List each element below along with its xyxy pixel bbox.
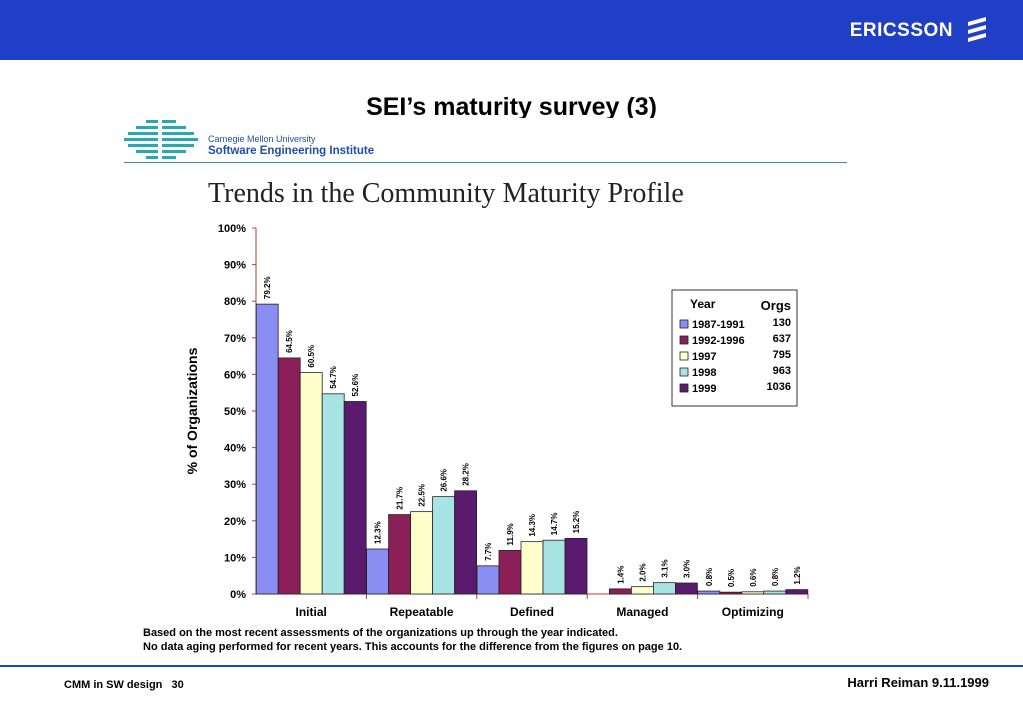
y-tick-label: 30% — [224, 479, 246, 491]
category-label-initial: Initial — [296, 605, 327, 619]
university-name: Carnegie Mellon University — [208, 134, 316, 144]
data-label: 79.2% — [263, 276, 272, 299]
data-label: 26.6% — [440, 469, 449, 492]
y-tick-label: 0% — [230, 589, 246, 601]
legend-entry: 1992-1996 — [692, 335, 745, 347]
y-tick-label: 40% — [224, 443, 246, 455]
footnote-line-1: Based on the most recent assessments of … — [143, 627, 618, 639]
bar-initial-1999 — [343, 401, 367, 595]
bar-optimizing-1997 — [741, 591, 765, 595]
data-label: 21.7% — [396, 487, 405, 510]
data-label: 52.6% — [351, 374, 360, 397]
data-label: 0.8% — [705, 568, 714, 586]
data-label: 0.5% — [727, 569, 736, 587]
bar-initial-1992-1996 — [277, 357, 301, 595]
data-label: 1.2% — [793, 566, 802, 584]
data-label: 14.3% — [528, 514, 537, 537]
legend-swatch — [679, 367, 689, 377]
legend-orgs: 1036 — [767, 381, 791, 393]
bar-managed-1999 — [675, 582, 698, 595]
footer-divider — [0, 665, 1023, 667]
bar-managed-1998 — [653, 582, 676, 595]
footnote-line-2: No data aging performed for recent years… — [143, 641, 683, 653]
bar-initial-1998 — [321, 393, 345, 595]
legend-box — [671, 289, 798, 407]
data-label: 3.1% — [660, 559, 669, 577]
data-label: 28.2% — [462, 463, 471, 486]
legend-swatch — [679, 351, 689, 361]
ericsson-logo-icon — [968, 17, 986, 42]
bar-repeatable-1998 — [432, 496, 456, 595]
slide-title: SEI’s maturity survey (3) — [366, 93, 657, 118]
legend-orgs: 637 — [773, 333, 791, 345]
data-label: 2.0% — [638, 563, 647, 581]
category-label-managed: Managed — [616, 605, 668, 619]
bar-repeatable-1992-1996 — [388, 514, 412, 595]
legend-swatch — [679, 319, 689, 329]
data-label: 0.8% — [771, 568, 780, 586]
bar-defined-1992-1996 — [498, 550, 522, 595]
y-tick-label: 50% — [224, 406, 246, 418]
bar-managed-1997 — [631, 586, 654, 595]
data-label: 60.5% — [307, 345, 316, 368]
bar-optimizing-1992-1996 — [719, 591, 743, 595]
bar-optimizing-1999 — [785, 589, 809, 595]
bar-optimizing-1987-1991 — [697, 590, 721, 595]
legend-swatch — [679, 383, 689, 393]
data-label: 1.4% — [616, 566, 625, 584]
y-tick-label: 90% — [224, 260, 246, 272]
bar-initial-1987-1991 — [255, 303, 279, 595]
data-label: 0.6% — [749, 569, 758, 587]
data-label: 3.0% — [682, 560, 691, 578]
chart-title: Trends in the Community Maturity Profile — [208, 178, 684, 209]
data-label: 14.7% — [550, 513, 559, 536]
legend-entry: 1987-1991 — [692, 319, 745, 331]
legend-entry: 1998 — [692, 367, 716, 379]
y-tick-label: 60% — [224, 369, 246, 381]
y-tick-label: 10% — [224, 552, 246, 564]
legend-year-header: Year — [690, 297, 716, 311]
data-label: 64.5% — [285, 330, 294, 353]
bar-defined-1997 — [520, 541, 544, 595]
bar-repeatable-1997 — [410, 511, 434, 595]
category-label-optimizing: Optimizing — [722, 605, 784, 619]
y-tick-label: 100% — [218, 223, 246, 235]
data-label: 12.3% — [374, 521, 383, 544]
brand-name: ERICSSON — [849, 20, 953, 41]
bar-repeatable-1999 — [454, 490, 478, 595]
legend-entry: 1997 — [692, 351, 716, 363]
category-label-defined: Defined — [510, 605, 554, 619]
bar-repeatable-1987-1991 — [366, 548, 390, 595]
data-label: 7.7% — [484, 543, 493, 561]
legend-orgs: 795 — [773, 349, 791, 361]
legend-swatch — [679, 335, 689, 345]
bar-defined-1998 — [542, 539, 566, 595]
footer-right: Harri Reiman 9.11.1999 — [847, 675, 989, 690]
y-tick-label: 70% — [224, 333, 246, 345]
sei-divider — [124, 162, 847, 163]
data-label: 54.7% — [329, 366, 338, 389]
bar-managed-1992-1996 — [609, 588, 632, 595]
bar-optimizing-1998 — [763, 590, 787, 595]
data-label: 22.5% — [418, 484, 427, 507]
legend-orgs-header: Orgs — [761, 298, 791, 313]
data-label: 15.2% — [572, 511, 581, 534]
legend-orgs: 963 — [773, 365, 791, 377]
data-label: 11.9% — [506, 523, 515, 545]
y-tick-label: 20% — [224, 516, 246, 528]
bar-initial-1997 — [299, 372, 323, 595]
header-bar: ERICSSON — [0, 0, 1023, 60]
y-axis-label: % of Organizations — [184, 347, 200, 474]
footer-left: CMM in SW design 30 — [64, 679, 184, 691]
legend-entry: 1999 — [692, 383, 716, 395]
legend-orgs: 130 — [773, 317, 791, 329]
y-tick-label: 80% — [224, 296, 246, 308]
institute-name: Software Engineering Institute — [208, 145, 375, 157]
bar-defined-1987-1991 — [476, 565, 500, 595]
sei-logo-icon — [124, 120, 198, 160]
category-label-repeatable: Repeatable — [390, 605, 454, 619]
bar-defined-1999 — [564, 537, 588, 595]
